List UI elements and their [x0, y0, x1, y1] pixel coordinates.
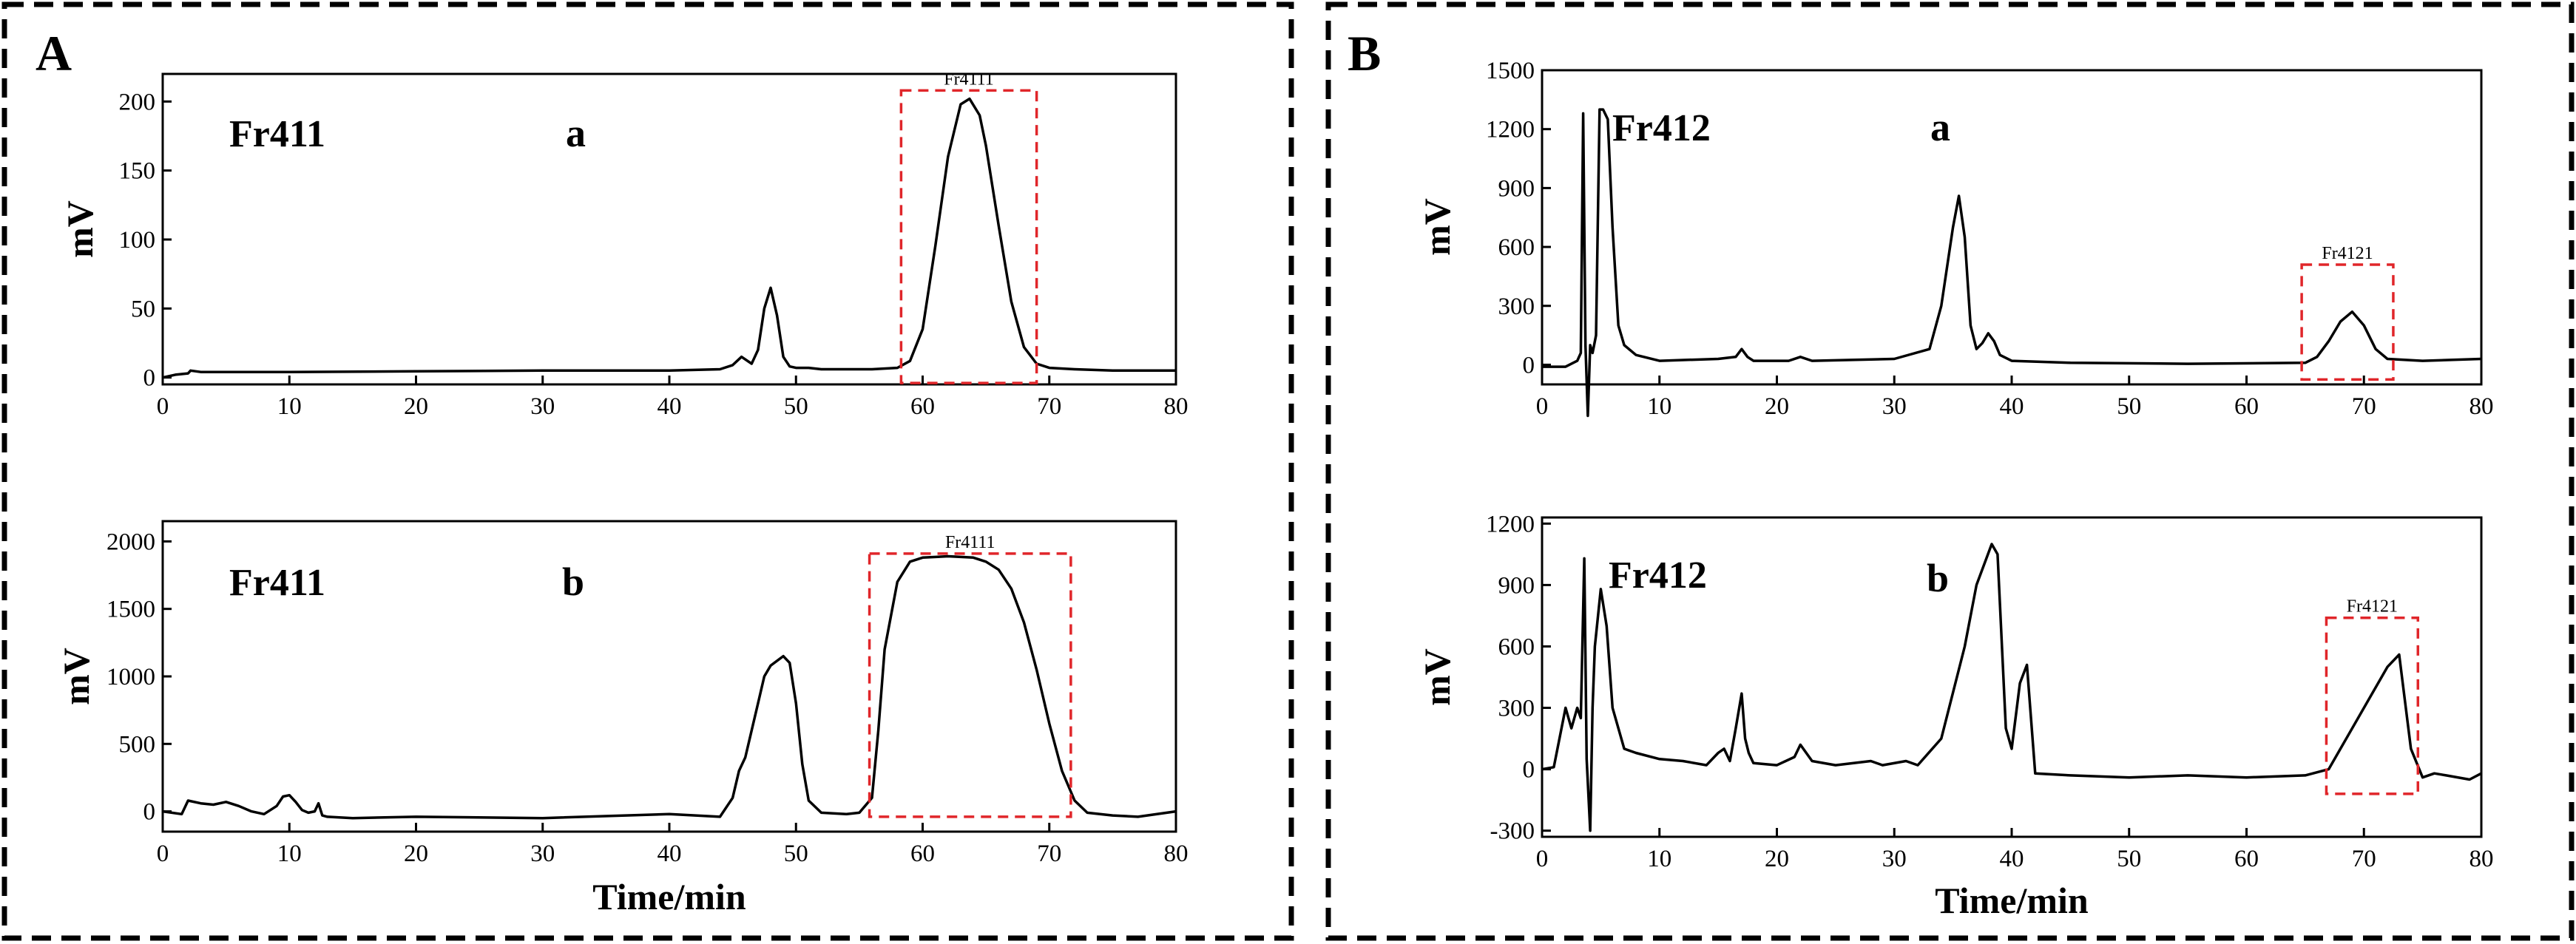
- y-tick-label: 300: [1498, 696, 1535, 722]
- y-tick-label: 600: [1498, 634, 1535, 660]
- sample-label: Fr412: [1612, 107, 1711, 149]
- chart-b-a: 0 10 20 30 40 50 60 70 80 0 300 600 900 1200 1500 Fr41…: [1416, 58, 2494, 420]
- x-tick-label: 10: [1647, 846, 1671, 872]
- x-tick-label: 20: [1765, 393, 1789, 420]
- y-tick-label: 900: [1498, 572, 1535, 599]
- panel-a-frame: [1, 1, 1294, 941]
- y-tick-label: 900: [1498, 175, 1535, 202]
- y-tick-label: 1500: [1486, 58, 1535, 84]
- y-tick-label: 50: [131, 296, 155, 322]
- y-tick-label: 0: [1523, 352, 1535, 378]
- y-tick-label: 100: [119, 227, 156, 254]
- x-tick-label: 40: [657, 393, 682, 420]
- subplot-label: b: [562, 560, 584, 604]
- fraction-region-label: Fr4111: [945, 533, 995, 552]
- x-tick-label: 0: [1536, 393, 1549, 420]
- fraction-region-box: [899, 89, 1038, 384]
- x-tick-label: 60: [910, 841, 935, 867]
- y-axis-label: mV: [1416, 198, 1458, 256]
- x-tick-label: 30: [1882, 393, 1907, 420]
- chromatogram-trace: [1542, 108, 2482, 418]
- x-tick-label: 80: [2469, 846, 2494, 872]
- y-tick-label: 0: [143, 365, 156, 392]
- y-tick-label: 1200: [1486, 117, 1535, 143]
- y-tick-label: 0: [143, 799, 156, 826]
- x-tick-label: 0: [157, 841, 169, 867]
- axis-ticks: 0 10 20 30 40 50 60 70 80 0 50 100 150 200: [119, 89, 1189, 420]
- y-axis-label: mV: [59, 200, 101, 258]
- chromatogram-trace: [162, 554, 1177, 820]
- y-tick-label: 200: [119, 89, 156, 115]
- x-tick-label: 0: [1536, 846, 1549, 872]
- x-tick-label: 40: [657, 841, 682, 867]
- fraction-region-label: Fr4121: [2322, 244, 2373, 263]
- panel-a-letter: A: [36, 25, 72, 81]
- sample-label: Fr411: [229, 562, 325, 604]
- x-tick-label: 30: [530, 841, 555, 867]
- x-tick-label: 70: [1037, 841, 1061, 867]
- x-tick-label: 60: [2234, 393, 2259, 420]
- x-axis-label: Time/min: [592, 876, 746, 917]
- y-tick-label: 1200: [1486, 511, 1535, 537]
- x-tick-label: 80: [2469, 393, 2494, 420]
- sample-label: Fr411: [229, 113, 325, 155]
- y-tick-label: 1000: [107, 664, 155, 690]
- x-tick-label: 20: [1765, 846, 1789, 872]
- y-tick-label: 300: [1498, 293, 1535, 320]
- subplot-label: b: [1927, 556, 1949, 600]
- axis-ticks: 0 10 20 30 40 50 60 70 80 0 500 1000 1500 2000: [107, 529, 1189, 867]
- panel-b-letter: B: [1348, 25, 1381, 81]
- x-tick-label: 30: [1882, 846, 1907, 872]
- y-tick-label: -300: [1490, 818, 1535, 845]
- x-tick-label: 40: [2000, 846, 2024, 872]
- y-axis-label: mV: [1416, 648, 1458, 706]
- panel-b-frame: [1325, 1, 2575, 941]
- chromatogram-trace: [1541, 543, 2482, 832]
- x-tick-label: 10: [1647, 393, 1671, 420]
- y-axis-label: mV: [55, 648, 97, 705]
- x-tick-label: 50: [2117, 846, 2141, 872]
- x-tick-label: 20: [404, 393, 428, 420]
- chart-a-a: 0 10 20 30 40 50 60 70 80 0 50 100 150 200 Fr4111 Fr4…: [59, 69, 1189, 420]
- x-tick-label: 60: [910, 393, 935, 420]
- x-tick-label: 60: [2234, 846, 2259, 872]
- x-tick-label: 80: [1164, 393, 1189, 420]
- x-tick-label: 0: [157, 393, 169, 420]
- fraction-region-label: Fr4121: [2347, 597, 2398, 617]
- x-tick-label: 20: [404, 841, 428, 867]
- x-tick-label: 50: [784, 393, 808, 420]
- y-tick-label: 150: [119, 158, 156, 185]
- fraction-region-box: [2325, 616, 2420, 795]
- x-tick-label: 10: [277, 841, 302, 867]
- x-tick-label: 50: [2117, 393, 2141, 420]
- fraction-region-box: [868, 552, 1072, 818]
- y-tick-label: 500: [119, 731, 156, 758]
- x-tick-label: 40: [2000, 393, 2024, 420]
- chart-a-b: 0 10 20 30 40 50 60 70 80 0 500 1000 1500 2000 Fr4111…: [55, 520, 1189, 917]
- y-tick-label: 1500: [107, 597, 155, 623]
- y-tick-label: 0: [1523, 757, 1535, 784]
- x-tick-label: 10: [277, 393, 302, 420]
- x-tick-label: 70: [2352, 393, 2376, 420]
- x-tick-label: 80: [1164, 841, 1189, 867]
- chromatogram-trace: [162, 97, 1176, 379]
- x-axis-label: Time/min: [1935, 880, 2089, 921]
- x-tick-label: 70: [1037, 393, 1061, 420]
- subplot-label: a: [566, 111, 586, 155]
- x-tick-label: 50: [784, 841, 808, 867]
- y-tick-label: 600: [1498, 234, 1535, 261]
- x-tick-label: 30: [530, 393, 555, 420]
- sample-label: Fr412: [1609, 554, 1707, 597]
- axis-ticks: 0 10 20 30 40 50 60 70 80 0 300 600 900 1200 1500: [1486, 58, 2494, 420]
- x-tick-label: 70: [2352, 846, 2376, 872]
- fraction-region-label: Fr4111: [944, 69, 994, 89]
- fraction-region-box: [2300, 263, 2395, 381]
- y-tick-label: 2000: [107, 529, 155, 555]
- subplot-label: a: [1930, 105, 1950, 149]
